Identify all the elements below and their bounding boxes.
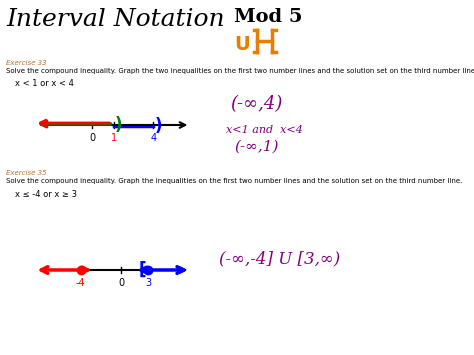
Text: x<1 and  x<4: x<1 and x<4 (227, 125, 303, 135)
Text: [: [ (138, 261, 146, 279)
Text: ): ) (115, 116, 123, 134)
Text: Exercise 33: Exercise 33 (6, 60, 47, 66)
Text: -4: -4 (76, 278, 85, 288)
Text: 4: 4 (150, 133, 156, 143)
Text: Interval Notation: Interval Notation (6, 8, 225, 31)
Text: Solve the compound inequality. Graph the inequalities on the first two number li: Solve the compound inequality. Graph the… (6, 178, 463, 184)
Text: Exercise 35: Exercise 35 (6, 170, 47, 176)
Text: Mod 5: Mod 5 (234, 8, 302, 26)
Text: 0: 0 (118, 278, 124, 288)
Text: x ≤ -4 or x ≥ 3: x ≤ -4 or x ≥ 3 (15, 190, 77, 199)
Text: x < 1 or x < 4: x < 1 or x < 4 (15, 79, 74, 88)
Text: Solve the compound inequality. Graph the two inequalities on the first two numbe: Solve the compound inequality. Graph the… (6, 68, 474, 74)
Text: (-∞,-4] U [3,∞): (-∞,-4] U [3,∞) (219, 250, 340, 267)
Text: ): ) (155, 117, 163, 135)
Text: 1: 1 (110, 133, 117, 143)
Text: 0: 0 (89, 133, 95, 143)
Text: (-∞,4): (-∞,4) (230, 95, 283, 113)
Text: (-∞,1): (-∞,1) (234, 140, 279, 154)
Text: U: U (234, 35, 250, 54)
Text: 3: 3 (145, 278, 151, 288)
